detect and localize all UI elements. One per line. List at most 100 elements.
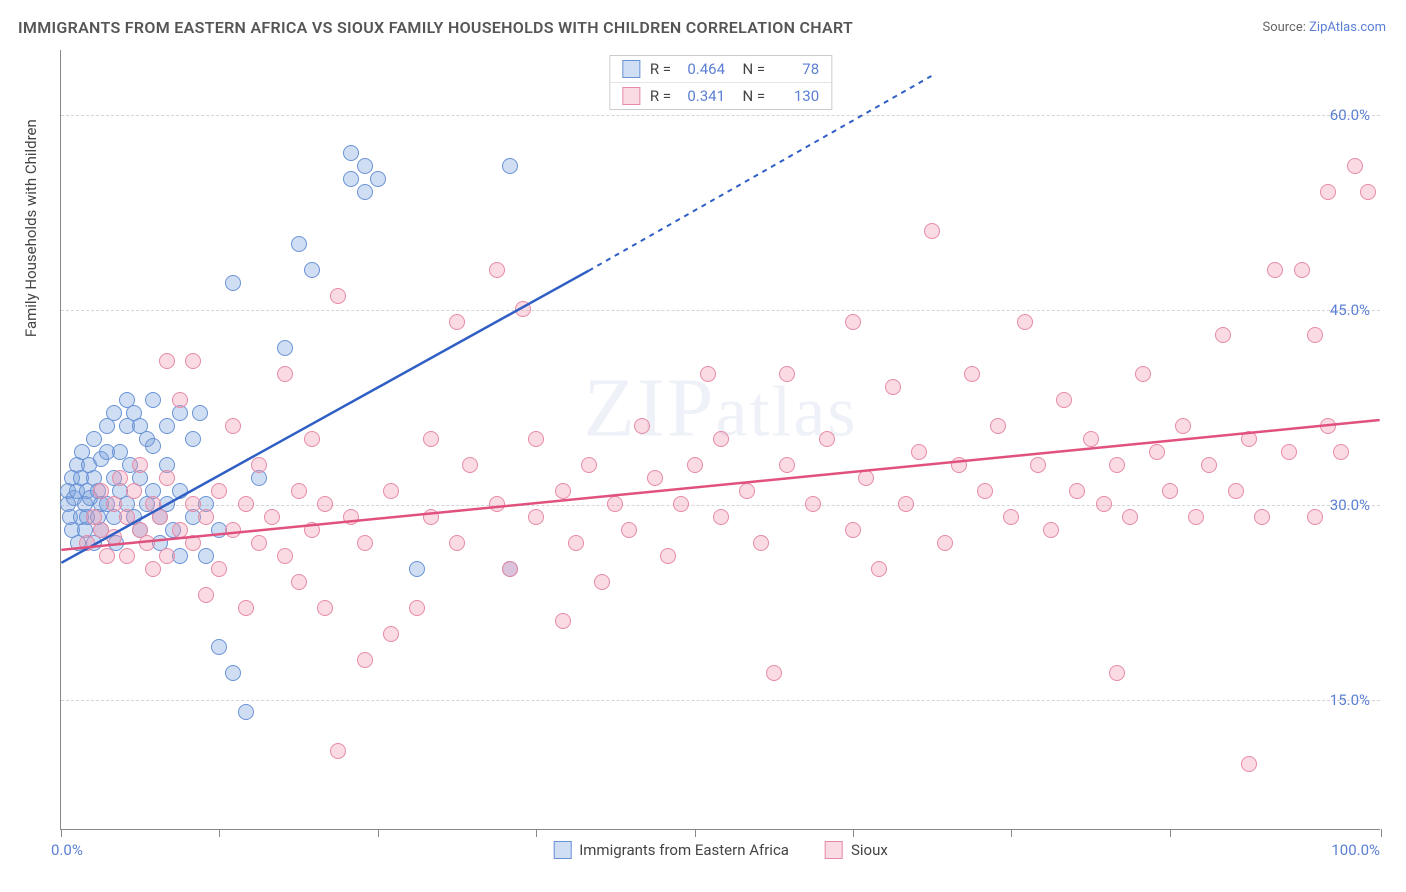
data-point <box>819 431 835 447</box>
gridline-h <box>61 310 1380 311</box>
stat-n-value-1: 78 <box>771 60 819 78</box>
data-point <box>1030 457 1046 473</box>
data-point <box>304 262 320 278</box>
data-point <box>462 457 478 473</box>
x-tick <box>1381 829 1382 837</box>
x-tick <box>695 829 696 837</box>
data-point <box>145 392 161 408</box>
data-point <box>238 600 254 616</box>
data-point <box>1162 483 1178 499</box>
data-point <box>277 366 293 382</box>
data-point <box>185 431 201 447</box>
data-point <box>489 262 505 278</box>
data-point <box>1347 158 1363 174</box>
data-point <box>1096 496 1112 512</box>
data-point <box>1360 184 1376 200</box>
data-point <box>343 509 359 525</box>
data-point <box>291 574 307 590</box>
data-point <box>766 665 782 681</box>
data-point <box>1241 431 1257 447</box>
data-point <box>383 626 399 642</box>
data-point <box>885 379 901 395</box>
data-point <box>185 353 201 369</box>
data-point <box>198 509 214 525</box>
data-point <box>660 548 676 564</box>
data-point <box>621 522 637 538</box>
x-tick <box>536 829 537 837</box>
data-point <box>1320 418 1336 434</box>
data-point <box>99 548 115 564</box>
data-point <box>1188 509 1204 525</box>
data-point <box>489 496 505 512</box>
data-point <box>291 236 307 252</box>
data-point <box>502 158 518 174</box>
data-point <box>1003 509 1019 525</box>
data-point <box>152 509 168 525</box>
data-point <box>211 483 227 499</box>
data-point <box>238 704 254 720</box>
data-point <box>502 561 518 577</box>
legend-label-1: Immigrants from Eastern Africa <box>579 841 789 859</box>
data-point <box>964 366 980 382</box>
data-point <box>409 561 425 577</box>
data-point <box>343 171 359 187</box>
data-point <box>871 561 887 577</box>
gridline-h <box>61 700 1380 701</box>
data-point <box>1320 184 1336 200</box>
data-point <box>225 522 241 538</box>
data-point <box>304 522 320 538</box>
data-point <box>159 418 175 434</box>
stat-n-value-2: 130 <box>771 87 819 105</box>
data-point <box>673 496 689 512</box>
data-point <box>858 470 874 486</box>
data-point <box>185 535 201 551</box>
data-point <box>568 535 584 551</box>
x-tick <box>61 829 62 837</box>
data-point <box>423 509 439 525</box>
data-point <box>977 483 993 499</box>
data-point <box>1149 444 1165 460</box>
source-label: Source: <box>1262 20 1309 35</box>
legend-label-2: Sioux <box>851 841 888 859</box>
data-point <box>172 522 188 538</box>
data-point <box>119 509 135 525</box>
stat-label-r: R = <box>650 60 671 78</box>
data-point <box>1307 327 1323 343</box>
data-point <box>739 483 755 499</box>
data-point <box>198 548 214 564</box>
data-point <box>159 353 175 369</box>
legend-swatch-1 <box>553 841 571 859</box>
stat-label-r: R = <box>650 87 671 105</box>
data-point <box>594 574 610 590</box>
data-point <box>779 457 795 473</box>
data-point <box>607 496 623 512</box>
data-point <box>1056 392 1072 408</box>
data-point <box>211 639 227 655</box>
stats-row-series-2: R = 0.341 N = 130 <box>610 82 831 109</box>
data-point <box>951 457 967 473</box>
data-point <box>528 431 544 447</box>
correlation-stats-box: R = 0.464 N = 78 R = 0.341 N = 130 <box>609 55 832 110</box>
data-point <box>1294 262 1310 278</box>
data-point <box>779 366 795 382</box>
x-axis-min-label: 0.0% <box>51 841 83 859</box>
data-point <box>713 431 729 447</box>
source-link[interactable]: ZipAtlas.com <box>1309 20 1386 35</box>
data-point <box>159 548 175 564</box>
data-point <box>370 171 386 187</box>
data-point <box>119 548 135 564</box>
data-point <box>343 145 359 161</box>
data-point <box>132 457 148 473</box>
data-point <box>211 561 227 577</box>
data-point <box>1215 327 1231 343</box>
data-point <box>192 405 208 421</box>
data-point <box>225 665 241 681</box>
data-point <box>357 184 373 200</box>
data-point <box>990 418 1006 434</box>
data-point <box>126 483 142 499</box>
data-point <box>330 288 346 304</box>
data-point <box>317 600 333 616</box>
data-point <box>277 548 293 564</box>
stat-label-n: N = <box>735 87 765 105</box>
data-point <box>449 535 465 551</box>
